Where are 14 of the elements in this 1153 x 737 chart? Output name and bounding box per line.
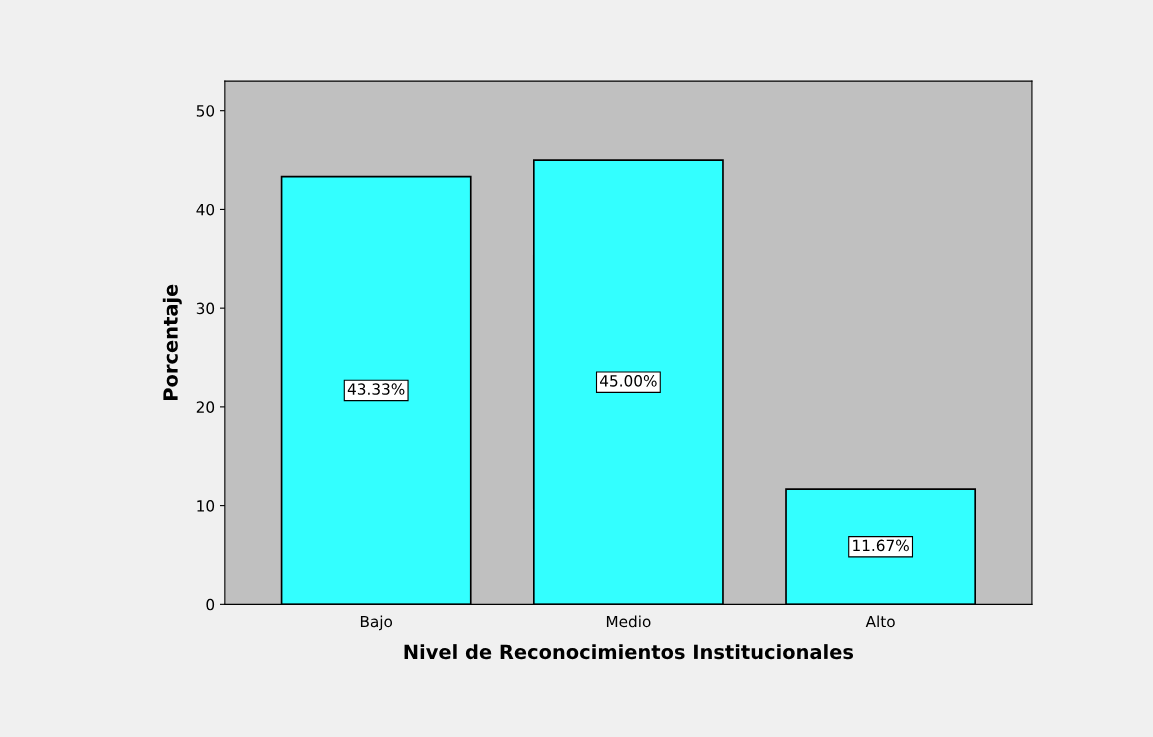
y-tick-label: 40 — [196, 203, 215, 216]
data-label: 45.00% — [600, 375, 657, 387]
x-axis-title: Nivel de Reconocimientos Institucionales — [404, 644, 854, 660]
y-tick-label: 20 — [196, 401, 215, 413]
x-tick-label: Alto — [865, 615, 895, 628]
x-tick-label: Medio — [606, 615, 651, 628]
y-tick-label: 0 — [206, 598, 215, 611]
y-tick-label: 50 — [196, 105, 215, 117]
data-label: 43.33% — [347, 383, 405, 395]
y-tick-label: 30 — [196, 302, 215, 315]
y-axis-title: Porcentaje — [162, 284, 182, 400]
x-tick-label: Bajo — [360, 615, 393, 631]
y-tick-label: 10 — [197, 500, 215, 512]
data-label: 11.67% — [853, 539, 909, 552]
